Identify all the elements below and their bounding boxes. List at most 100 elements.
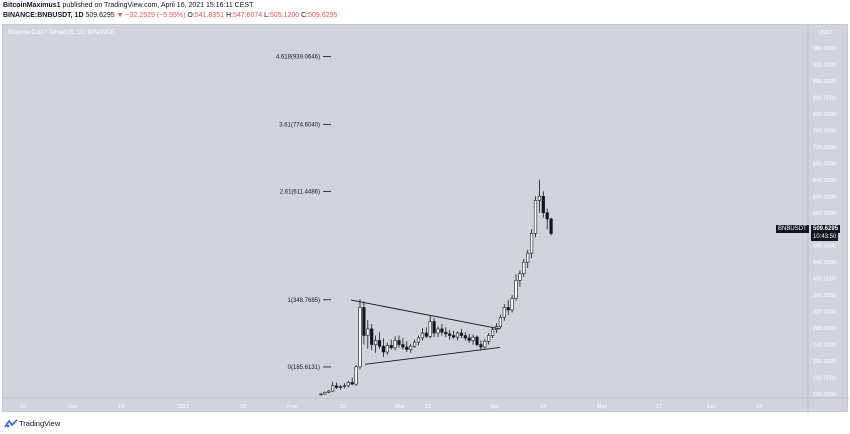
price-tick-label: 640.0000 (813, 178, 836, 184)
candle-body (506, 307, 510, 311)
candle-countdown: 10:43:50 (811, 233, 839, 241)
time-axis[interactable]: 16 Dec 14 2021 18 Feb 15 Mar 15 Apr 14 May 17 Jun 14 (20, 404, 762, 410)
candle-body (475, 336, 479, 345)
ohlc-high-label: H: (225, 12, 233, 19)
price-tag-value: 509.6295 (811, 225, 841, 233)
time-tick-label: Dec (68, 404, 78, 410)
time-tick-label: Feb (287, 404, 296, 410)
chart-pane[interactable]: Binance Coin / TetherUS, 1D, BINANCE USD… (2, 24, 849, 413)
candlestick-chart[interactable]: 960.0000 920.0000 880.0000 840.0000 800.0000… (3, 25, 849, 413)
time-tick-label: 16 (20, 404, 26, 410)
publish-date: published on TradingView.com, April 16, … (62, 2, 254, 9)
fib-level-label: 2.61(611.4486) (280, 190, 320, 196)
price-tick-label: 320.0000 (813, 310, 836, 316)
price-tick-label: 160.0000 (813, 376, 836, 382)
candle-body (420, 332, 425, 339)
candle-body (416, 337, 421, 343)
price-tick-label: 720.0000 (813, 145, 836, 151)
price-tick-label: 480.0000 (813, 244, 836, 250)
candle-body (412, 341, 417, 347)
price-tick-label: 840.0000 (813, 95, 836, 101)
candle-body (319, 393, 323, 396)
candle-body (533, 200, 538, 234)
price-tick-label: 880.0000 (813, 79, 836, 85)
candle-body (331, 385, 335, 392)
candle-body (377, 340, 382, 347)
candle-body (405, 346, 409, 350)
price-tick-label: 120.0000 (813, 392, 836, 398)
fib-level-label: 4.618(939.0646) (276, 55, 320, 61)
candle-body (487, 335, 491, 342)
time-tick-label: 14 (118, 404, 124, 410)
candle-body (514, 280, 518, 299)
candle-body (346, 382, 350, 387)
candle-body (459, 332, 464, 336)
time-tick-label: 15 (340, 404, 346, 410)
candle-body (358, 307, 362, 368)
time-tick-label: 14 (756, 404, 762, 410)
candle-body (366, 328, 370, 336)
candle-body (432, 321, 436, 334)
candle-body (389, 345, 393, 349)
fib-level-label: 0(185.6131) (288, 365, 320, 371)
author-name[interactable]: BitcoinMaximus1 (3, 2, 61, 9)
candle-body (451, 335, 456, 338)
footer: TradingView (0, 414, 850, 434)
candle-body (436, 328, 440, 334)
fib-level-label: 1(348.7685) (288, 298, 320, 304)
fibonacci-extension[interactable]: 4.618(939.0646) 3.61(774.6040) 2.61(611.44… (276, 55, 331, 371)
candle-body (342, 385, 347, 387)
candle-body (490, 329, 495, 336)
price-tick-label: 960.0000 (813, 46, 836, 52)
ohlc-open-label: O: (187, 12, 195, 19)
time-tick-label: Jun (707, 404, 716, 410)
time-tick-label: 18 (240, 404, 246, 410)
price-tick-label: 680.0000 (813, 161, 836, 167)
time-tick-label: 15 (425, 404, 431, 410)
price-axis[interactable]: 960.0000 920.0000 880.0000 840.0000 800.0000… (813, 46, 836, 398)
candle-body (526, 252, 530, 263)
candle-body (541, 195, 545, 214)
candle-body (483, 340, 487, 348)
time-tick-label: Apr (491, 404, 500, 410)
currency-label: USDT (818, 30, 833, 36)
candle-body (401, 344, 405, 348)
time-tick-label: 2021 (177, 404, 189, 410)
candle-body (518, 273, 522, 281)
candle-body (385, 345, 389, 353)
chart-legend: Binance Coin / TetherUS, 1D, BINANCE (8, 30, 115, 36)
candle-body (479, 344, 483, 348)
symbol-name: BINANCE:BNBUSDT, 1D (3, 12, 84, 19)
candle-body (502, 307, 506, 318)
candles (319, 179, 553, 396)
candle-body (549, 218, 553, 234)
price-tick-label: 800.0000 (813, 112, 836, 118)
triangle-pattern[interactable] (350, 299, 501, 365)
price-tag-symbol: BNBUSDT (776, 225, 809, 233)
price-tick-label: 240.0000 (813, 343, 836, 349)
ohlc-low: 505.1200 (269, 12, 300, 19)
symbol-ohlc: BINANCE:BNBUSDT, 1D 509.6295 ▼ −32.2529 … (3, 12, 337, 19)
ohlc-open: 541.8351 (194, 12, 224, 19)
candle-body (448, 333, 452, 336)
price-change: ▼ −32.2529 (−5.95%) (116, 12, 186, 19)
price-tick-label: 440.0000 (813, 260, 836, 266)
publish-info: BitcoinMaximus1 published on TradingView… (3, 2, 253, 9)
candle-body (323, 392, 327, 395)
candle-body (350, 382, 354, 385)
candle-body (440, 328, 444, 333)
price-tick-label: 760.0000 (813, 128, 836, 134)
ohlc-high: 547.6074 (232, 12, 263, 19)
candle-body (327, 390, 331, 393)
ohlc-close: 509.6295 (308, 12, 338, 19)
candle-body (498, 317, 503, 327)
candle-body (373, 340, 378, 345)
tradingview-brand[interactable]: TradingView (19, 419, 61, 428)
price-tick-label: 400.0000 (813, 277, 836, 283)
candle-body (545, 212, 549, 220)
ohlc-low-label: L: (264, 12, 270, 19)
candle-body (334, 385, 339, 388)
chart-header: BitcoinMaximus1 published on TradingView… (0, 0, 850, 24)
candle-body (537, 195, 541, 201)
candle-body (428, 321, 432, 337)
